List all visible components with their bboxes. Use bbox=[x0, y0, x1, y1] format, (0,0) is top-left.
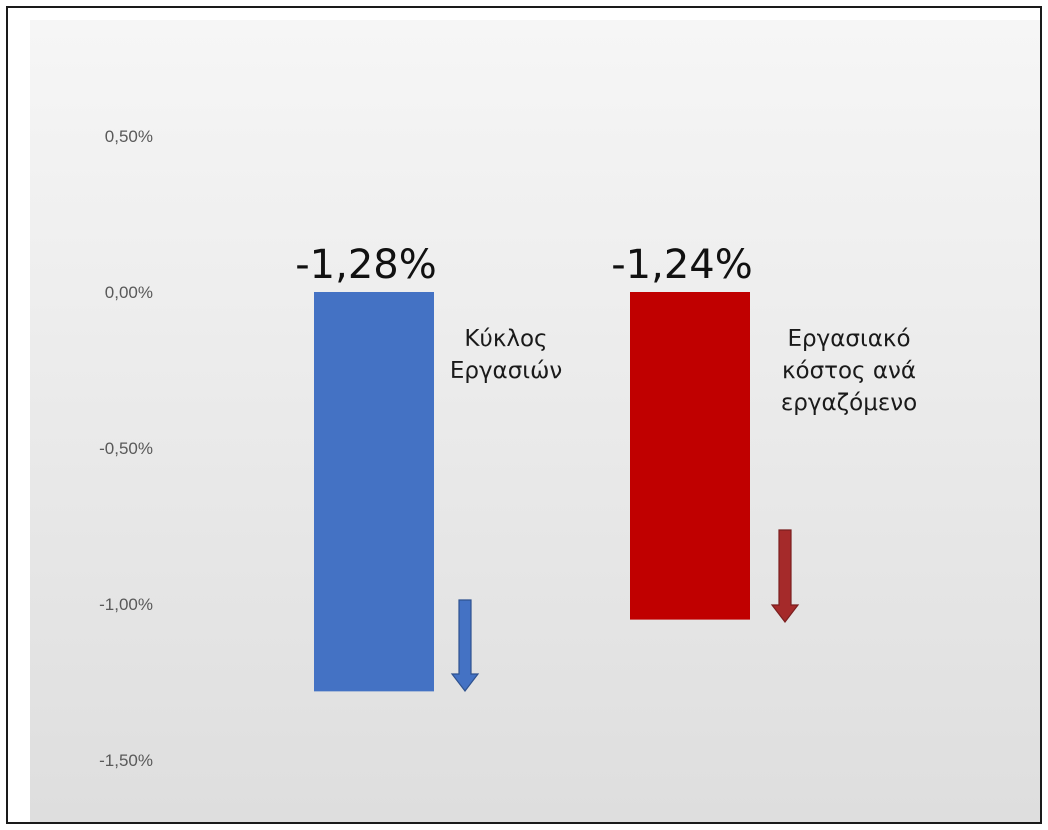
data-label-1: -1,28% bbox=[295, 242, 437, 288]
plot-background bbox=[30, 20, 1040, 822]
y-tick-label: 0,50% bbox=[105, 127, 153, 146]
arrows bbox=[450, 529, 800, 692]
category-label-2-line-3: εργαζόμενο bbox=[781, 390, 917, 416]
y-tick-label: -1,50% bbox=[99, 751, 153, 770]
y-tick-label: -0,50% bbox=[99, 439, 153, 458]
bars bbox=[314, 292, 750, 692]
down-arrow-icon bbox=[770, 529, 800, 623]
data-label-2: -1,24% bbox=[611, 242, 753, 288]
bar-2 bbox=[630, 292, 750, 620]
labels: -1,28% Κύκλος Εργασιών -1,24% Εργασιακό κόστο… bbox=[295, 242, 917, 416]
y-tick-label: 0,00% bbox=[105, 283, 153, 302]
y-tick-label: -1,00% bbox=[99, 595, 153, 614]
down-arrow-icon bbox=[450, 599, 480, 692]
chart-frame: 0,50% 0,00% -0,50% -1,00% -1,50% -1,28% Κύκλο… bbox=[6, 6, 1042, 824]
category-label-1-line-2: Εργασιών bbox=[450, 358, 562, 384]
category-label-2-line-2: κόστος ανά bbox=[782, 358, 916, 384]
y-axis: 0,50% 0,00% -0,50% -1,00% -1,50% bbox=[99, 127, 153, 770]
chart: 0,50% 0,00% -0,50% -1,00% -1,50% -1,28% Κύκλο… bbox=[30, 20, 1040, 822]
bar-1 bbox=[314, 292, 434, 692]
category-label-2-line-1: Εργασιακό bbox=[787, 326, 910, 352]
category-label-1-line-1: Κύκλος bbox=[464, 326, 547, 352]
